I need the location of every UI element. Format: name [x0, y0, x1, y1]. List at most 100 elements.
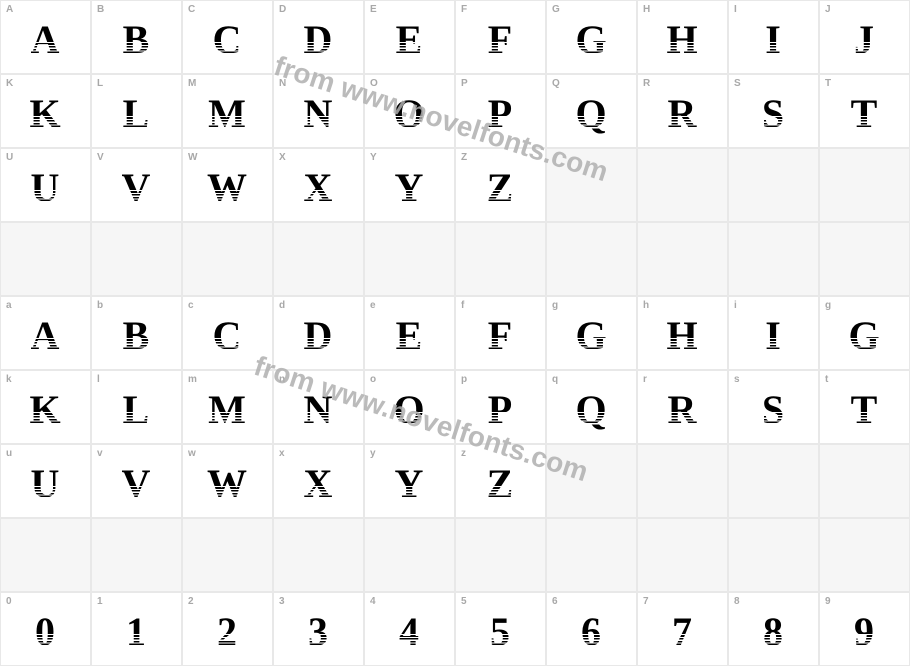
glyph-cell[interactable] [546, 148, 637, 222]
glyph-cell[interactable]: gG [546, 296, 637, 370]
glyph-cell[interactable]: AA [0, 0, 91, 74]
glyph-cell[interactable] [546, 222, 637, 296]
glyph-cell[interactable]: SS [728, 74, 819, 148]
glyph-cell[interactable]: eE [364, 296, 455, 370]
glyph: O [393, 94, 425, 134]
glyph-cell[interactable]: 33 [273, 592, 364, 666]
glyph-cell[interactable]: 77 [637, 592, 728, 666]
glyph-cell[interactable]: qQ [546, 370, 637, 444]
glyph-cell[interactable]: hH [637, 296, 728, 370]
glyph-cell[interactable]: 11 [91, 592, 182, 666]
glyph-cell[interactable]: YY [364, 148, 455, 222]
glyph-cell[interactable]: NN [273, 74, 364, 148]
glyph-cell[interactable]: wW [182, 444, 273, 518]
glyph-cell[interactable]: 22 [182, 592, 273, 666]
glyph-cell[interactable]: CC [182, 0, 273, 74]
glyph-cell[interactable] [273, 222, 364, 296]
glyph-cell[interactable]: PP [455, 74, 546, 148]
glyph-cell[interactable]: ZZ [455, 148, 546, 222]
glyph-cell[interactable] [819, 148, 910, 222]
glyph-cell[interactable]: UU [0, 148, 91, 222]
glyph-cell[interactable]: QQ [546, 74, 637, 148]
glyph-cell[interactable] [455, 518, 546, 592]
glyph-cell[interactable]: BB [91, 0, 182, 74]
glyph-cell[interactable] [364, 518, 455, 592]
glyph-cell[interactable] [91, 518, 182, 592]
glyph-cell[interactable]: JJ [819, 0, 910, 74]
glyph-cell[interactable]: OO [364, 74, 455, 148]
glyph-cell[interactable]: TT [819, 74, 910, 148]
glyph-cell[interactable]: XX [273, 148, 364, 222]
glyph-cell[interactable]: vV [91, 444, 182, 518]
glyph-cell[interactable]: cC [182, 296, 273, 370]
glyph-cell[interactable] [364, 222, 455, 296]
glyph-cell[interactable] [182, 222, 273, 296]
glyph-cell[interactable] [637, 444, 728, 518]
glyph-cell[interactable]: bB [91, 296, 182, 370]
glyph-cell[interactable]: xX [273, 444, 364, 518]
glyph-cell[interactable] [637, 222, 728, 296]
glyph-cell[interactable]: GG [546, 0, 637, 74]
glyph-cell[interactable]: uU [0, 444, 91, 518]
glyph-cell[interactable]: pP [455, 370, 546, 444]
glyph-cell[interactable] [819, 444, 910, 518]
glyph-cell[interactable]: MM [182, 74, 273, 148]
glyph-cell[interactable]: RR [637, 74, 728, 148]
glyph-cell[interactable] [273, 518, 364, 592]
glyph-cell[interactable]: DD [273, 0, 364, 74]
glyph-cell[interactable]: iI [728, 296, 819, 370]
glyph-cell[interactable]: KK [0, 74, 91, 148]
glyph-cell[interactable]: VV [91, 148, 182, 222]
glyph-cell[interactable]: yY [364, 444, 455, 518]
glyph-cell[interactable]: fF [455, 296, 546, 370]
glyph-cell[interactable]: EE [364, 0, 455, 74]
glyph-cell[interactable] [91, 222, 182, 296]
glyph-cell[interactable]: aA [0, 296, 91, 370]
glyph-cell[interactable]: 44 [364, 592, 455, 666]
glyph-cell[interactable]: 00 [0, 592, 91, 666]
glyph-cell[interactable]: mM [182, 370, 273, 444]
glyph-cell[interactable]: 66 [546, 592, 637, 666]
glyph: T [851, 94, 879, 134]
glyph-cell[interactable] [0, 518, 91, 592]
glyph-cell[interactable] [546, 444, 637, 518]
glyph-cell[interactable] [637, 518, 728, 592]
glyph-cell[interactable]: WW [182, 148, 273, 222]
glyph-cell[interactable]: 99 [819, 592, 910, 666]
glyph-cell[interactable] [637, 148, 728, 222]
glyph-cell[interactable]: tT [819, 370, 910, 444]
glyph: H [666, 20, 698, 60]
glyph-cell[interactable] [455, 222, 546, 296]
glyph-cell[interactable]: dD [273, 296, 364, 370]
glyph-cell[interactable]: sS [728, 370, 819, 444]
cell-key-label: y [370, 448, 376, 459]
glyph-cell[interactable]: nN [273, 370, 364, 444]
glyph-cell[interactable] [728, 518, 819, 592]
glyph-cell[interactable]: kK [0, 370, 91, 444]
cell-key-label: l [97, 374, 100, 385]
glyph-cell[interactable] [819, 222, 910, 296]
glyph-cell[interactable] [728, 222, 819, 296]
cell-key-label: x [279, 448, 285, 459]
glyph-wrap: 3 [274, 593, 363, 665]
glyph-cell[interactable] [182, 518, 273, 592]
glyph-cell[interactable] [728, 148, 819, 222]
glyph-cell[interactable]: 88 [728, 592, 819, 666]
glyph-cell[interactable] [0, 222, 91, 296]
glyph-cell[interactable]: lL [91, 370, 182, 444]
glyph-cell[interactable]: oO [364, 370, 455, 444]
glyph-cell[interactable] [728, 444, 819, 518]
glyph: F [488, 316, 513, 356]
glyph-cell[interactable]: rR [637, 370, 728, 444]
glyph-cell[interactable]: HH [637, 0, 728, 74]
glyph-cell[interactable]: LL [91, 74, 182, 148]
glyph-cell[interactable] [546, 518, 637, 592]
glyph-cell[interactable]: FF [455, 0, 546, 74]
glyph: Q [575, 390, 607, 430]
glyph-cell[interactable]: gG [819, 296, 910, 370]
glyph-cell[interactable] [819, 518, 910, 592]
cell-key-label: I [734, 4, 737, 15]
glyph-cell[interactable]: II [728, 0, 819, 74]
glyph-cell[interactable]: zZ [455, 444, 546, 518]
glyph-cell[interactable]: 55 [455, 592, 546, 666]
